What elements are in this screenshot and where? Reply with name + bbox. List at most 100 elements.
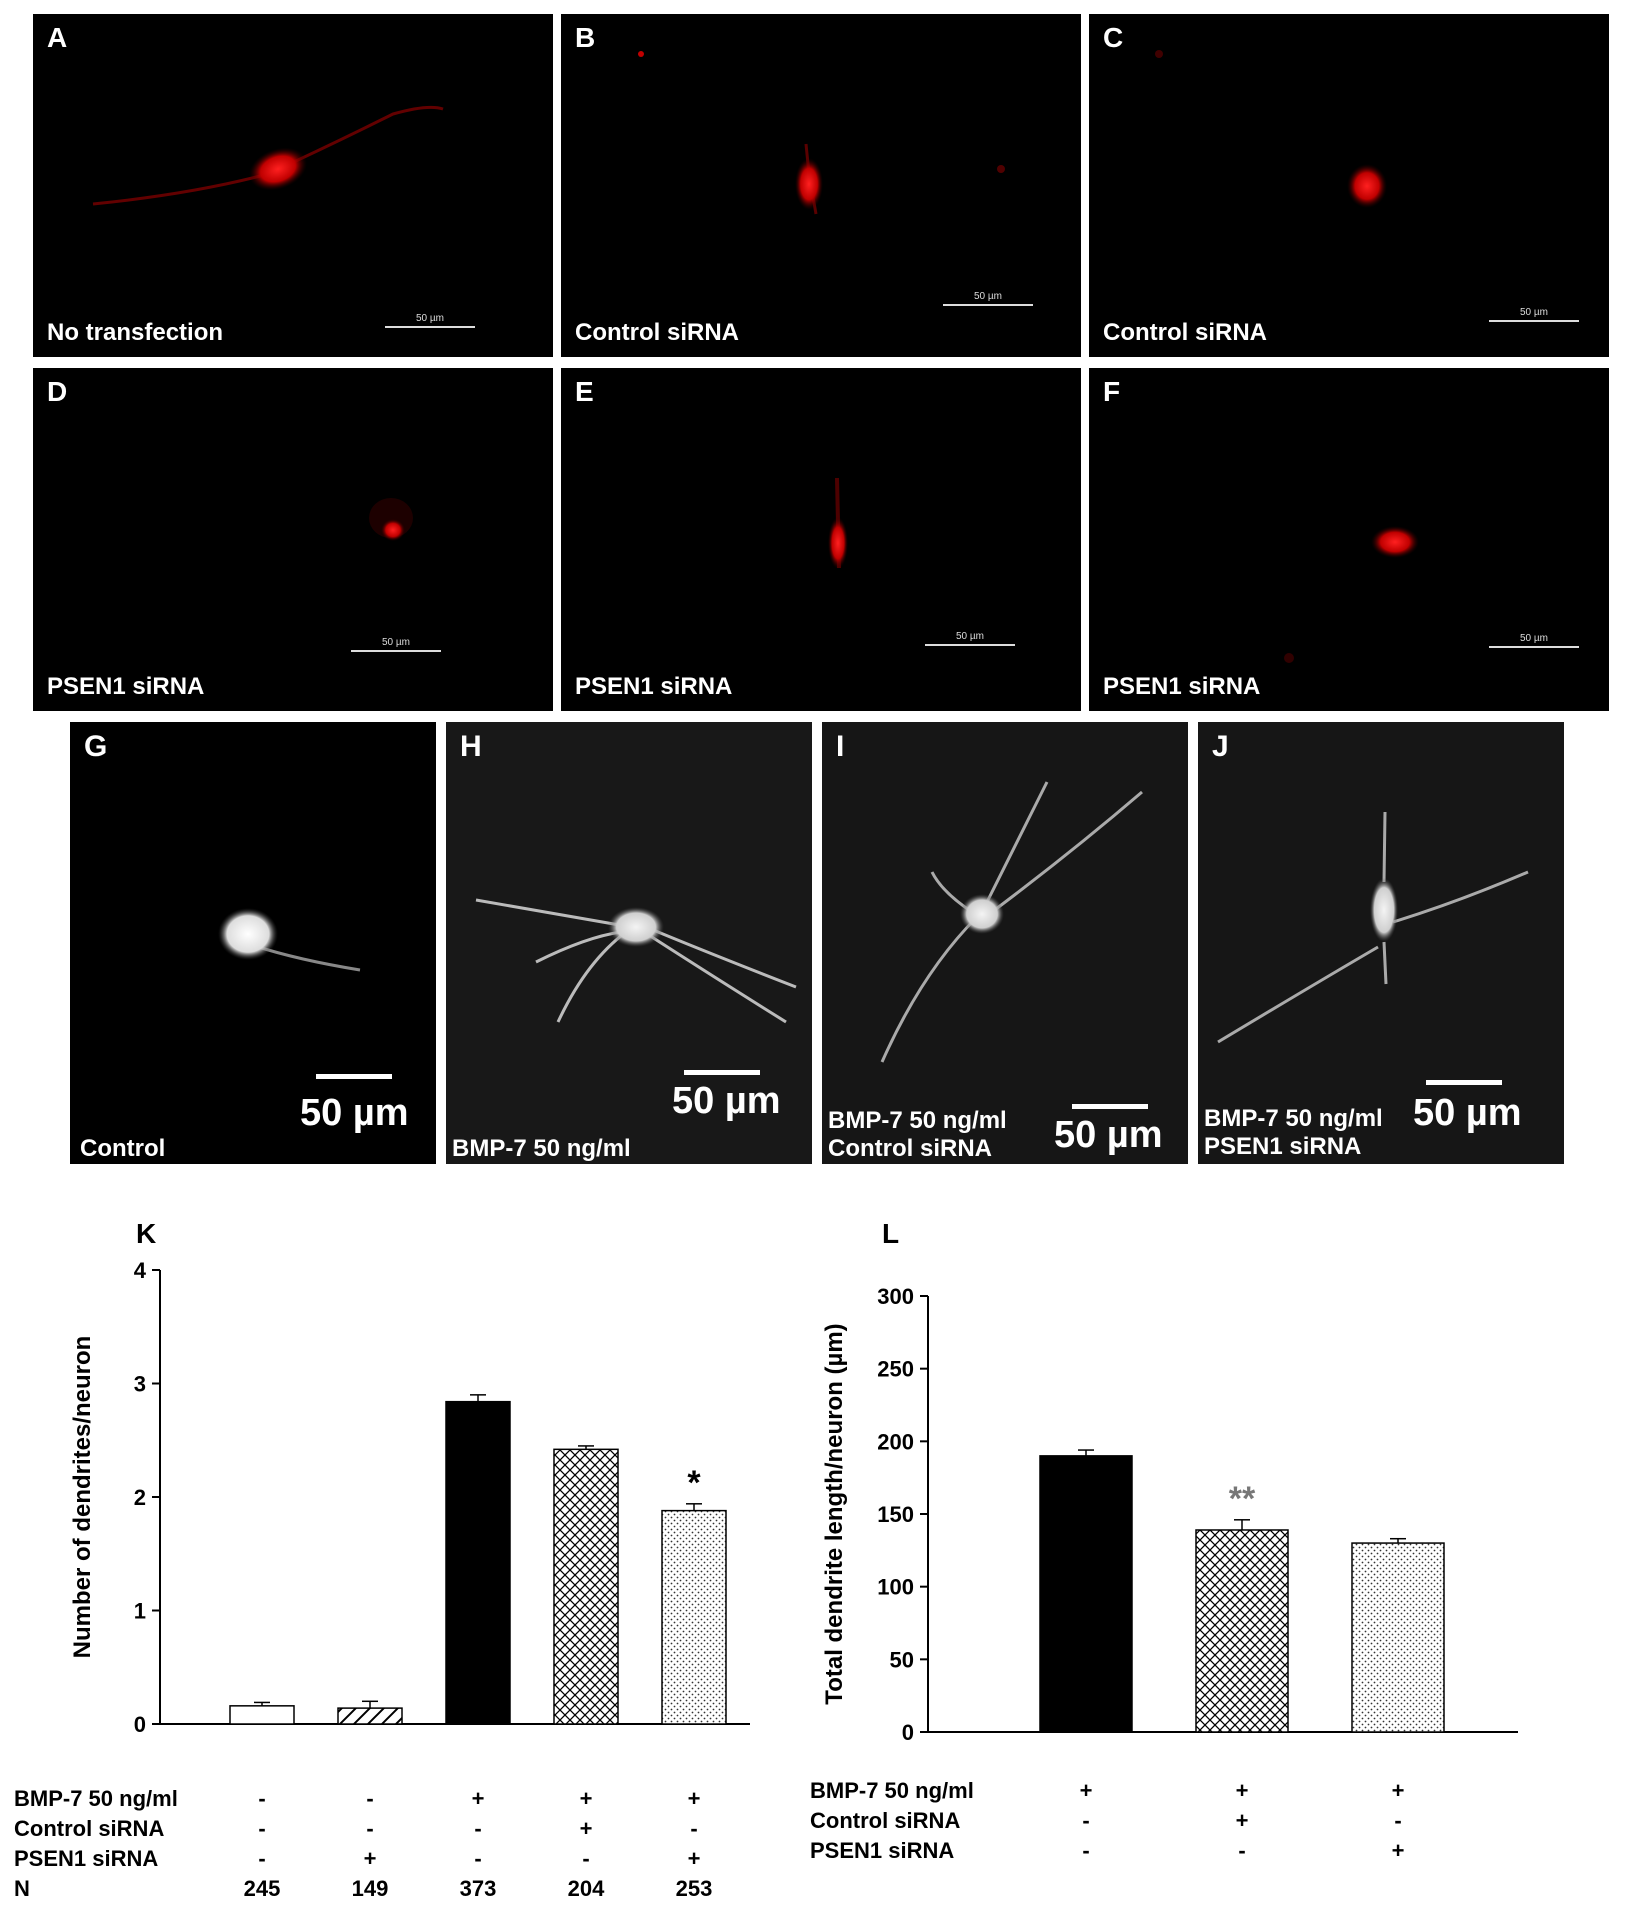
y-tick-label: 1 — [134, 1599, 146, 1624]
scale-bar — [385, 326, 475, 328]
bar-chart-k: 0 1 2 3 4 Number of dendrites/neuron * — [69, 1258, 750, 1737]
panel-caption: Control siRNA — [1103, 319, 1267, 346]
neuron-image-f — [1284, 526, 1419, 663]
condition-value: - — [258, 1816, 266, 1841]
scale-bar-label: 50 µm — [974, 291, 1002, 302]
y-tick-label: 2 — [134, 1485, 146, 1510]
scale-bar-label: 50 µm — [956, 631, 984, 642]
condition-value: - — [1082, 1808, 1090, 1833]
neuron-image-d — [369, 498, 413, 541]
y-tick-label: 0 — [902, 1720, 914, 1745]
panel-letter: A — [47, 22, 68, 53]
neuron-image-h — [475, 898, 797, 1024]
significance-marker: ** — [1229, 1480, 1256, 1518]
panel-caption-line1: BMP-7 50 ng/ml — [1204, 1105, 1383, 1132]
condition-value: + — [1391, 1778, 1405, 1803]
scale-bar — [684, 1070, 760, 1075]
condition-value: + — [471, 1786, 485, 1811]
y-tick-label: 0 — [134, 1712, 146, 1737]
condition-value: - — [366, 1816, 374, 1841]
panel-caption-line1: BMP-7 50 ng/ml — [828, 1107, 1007, 1134]
y-tick-label: 4 — [134, 1258, 147, 1283]
neuron-image-i — [880, 781, 1143, 1063]
panel-letter: E — [575, 376, 594, 407]
panel-letter: B — [575, 22, 596, 53]
condition-value: - — [1394, 1808, 1402, 1833]
scale-bar — [1426, 1080, 1502, 1085]
condition-value: - — [1238, 1838, 1246, 1863]
condition-value: + — [687, 1846, 701, 1871]
scale-bar-label: 50 µm — [382, 637, 410, 648]
neuron-image-j — [1217, 811, 1529, 1044]
significance-marker: * — [687, 1464, 701, 1502]
scale-bar — [1489, 646, 1579, 648]
chart-letter-k: K — [136, 1218, 157, 1249]
condition-value: + — [1079, 1778, 1093, 1803]
micrograph-panel-h: H BMP-7 50 ng/ml 50 µm — [446, 722, 812, 1164]
panel-caption: PSEN1 siRNA — [1103, 673, 1261, 700]
condition-label: PSEN1 siRNA — [14, 1846, 159, 1871]
panel-letter: I — [836, 730, 845, 763]
bar — [553, 1448, 619, 1725]
micrograph-panel-c: C Control siRNA 50 µm — [1089, 14, 1609, 357]
condition-label: BMP-7 50 ng/ml — [810, 1778, 974, 1803]
condition-value: + — [687, 1786, 701, 1811]
micrograph-panel-d: D PSEN1 siRNA 50 µm — [33, 368, 553, 711]
scale-bar — [1072, 1104, 1148, 1109]
bar — [445, 1400, 511, 1725]
condition-value: - — [582, 1846, 590, 1871]
scale-bar-label: 50 µm — [1054, 1114, 1163, 1156]
y-tick-label: 150 — [877, 1502, 914, 1527]
panel-letter: D — [47, 376, 68, 407]
scale-bar-label: 50 µm — [1520, 633, 1548, 644]
condition-label: PSEN1 siRNA — [810, 1838, 955, 1863]
condition-value: - — [474, 1816, 482, 1841]
condition-label: N — [14, 1876, 30, 1901]
neuron-image-e — [828, 477, 848, 569]
condition-value: - — [258, 1786, 266, 1811]
condition-value: - — [1082, 1838, 1090, 1863]
panel-caption: Control — [80, 1135, 166, 1162]
panel-caption: PSEN1 siRNA — [47, 673, 205, 700]
scale-bar — [943, 304, 1033, 306]
scale-bar-label: 50 µm — [672, 1080, 781, 1122]
micrograph-panel-a: A No transfection 50 µm — [33, 14, 553, 357]
y-tick-label: 100 — [877, 1575, 914, 1600]
bar — [337, 1707, 403, 1725]
chart-letter-l: L — [882, 1218, 900, 1249]
condition-value: 245 — [243, 1876, 281, 1901]
y-tick-label: 300 — [877, 1284, 914, 1309]
condition-value: - — [366, 1786, 374, 1811]
y-tick-label: 3 — [134, 1372, 146, 1397]
condition-value: + — [1391, 1838, 1405, 1863]
micrograph-panel-j: J BMP-7 50 ng/ml PSEN1 siRNA 50 µm — [1198, 722, 1564, 1164]
panel-caption: No transfection — [47, 319, 224, 346]
condition-value: - — [258, 1846, 266, 1871]
y-tick-label: 50 — [890, 1647, 914, 1672]
scale-bar-label: 50 µm — [1520, 307, 1548, 318]
condition-value: 373 — [459, 1876, 497, 1901]
condition-value: 253 — [675, 1876, 713, 1901]
condition-value: - — [690, 1816, 698, 1841]
micrograph-panel-g: G Control 50 µm — [70, 722, 436, 1164]
condition-value: 149 — [351, 1876, 389, 1901]
panel-letter: J — [1212, 730, 1229, 763]
scale-bar — [351, 650, 441, 652]
scale-bar-label: 50 µm — [1413, 1092, 1522, 1134]
micrograph-panel-i: I BMP-7 50 ng/ml Control siRNA 50 µm — [822, 722, 1188, 1164]
bar — [661, 1509, 727, 1725]
bar — [1195, 1529, 1289, 1733]
condition-label: Control siRNA — [14, 1816, 165, 1841]
y-tick-label: 200 — [877, 1429, 914, 1454]
scale-bar — [925, 644, 1015, 646]
panel-caption: BMP-7 50 ng/ml — [452, 1135, 631, 1162]
scale-bar — [316, 1074, 392, 1079]
condition-value: + — [579, 1786, 593, 1811]
condition-label: BMP-7 50 ng/ml — [14, 1786, 178, 1811]
scale-bar — [1489, 320, 1579, 322]
micrograph-panel-e: E PSEN1 siRNA 50 µm — [561, 368, 1081, 711]
y-axis-label: Number of dendrites/neuron — [69, 1336, 96, 1659]
panel-letter: H — [460, 730, 482, 763]
bar-chart-l: 0 50 100 150 200 250 300 Total dendrite length/… — [821, 1284, 1518, 1745]
condition-value: + — [579, 1816, 593, 1841]
